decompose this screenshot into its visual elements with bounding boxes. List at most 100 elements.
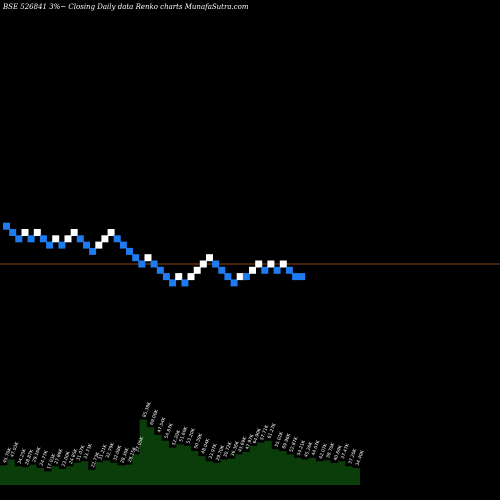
renko-brick-up — [236, 273, 244, 281]
volume-area — [0, 419, 360, 485]
renko-brick-up — [101, 235, 109, 243]
renko-brick-down — [285, 266, 293, 274]
renko-brick-down — [156, 266, 164, 274]
volume-label: 51.69K — [178, 425, 189, 443]
volume-label: 57.71K — [259, 423, 270, 441]
volume-label: 23.00K — [61, 450, 72, 468]
renko-brick-up — [70, 229, 78, 236]
renko-brick-down — [230, 279, 238, 287]
volume-label: 32.79K — [105, 441, 116, 459]
volume-label: 28.87K — [24, 448, 35, 466]
volume-label: 61.27K — [266, 422, 277, 440]
volume-label: 24.77K — [39, 449, 50, 467]
renko-brick-up — [187, 273, 195, 281]
renko-brick-down — [261, 266, 269, 274]
volume-label: 37.05K — [134, 435, 145, 453]
renko-brick-up — [52, 235, 60, 243]
volume-label: 38.70K — [325, 441, 336, 459]
renko-brick-up — [206, 254, 213, 262]
renko-brick-down — [138, 260, 146, 268]
volume-label: 24.85K — [68, 447, 79, 465]
volume-label: 22.73K — [90, 450, 101, 468]
volume-label: 30.72K — [222, 440, 233, 458]
volume-label: 47.54K — [156, 416, 167, 434]
chart-title: BSE 526841 3%~ Closing Daily data Renko … — [3, 3, 249, 11]
volume-label: 28.30K — [119, 446, 130, 464]
renko-brick-down — [9, 229, 17, 236]
volume-label: 45.70K — [2, 446, 13, 464]
renko-brick-up — [193, 266, 201, 274]
volume-label: 64.90K — [252, 427, 263, 445]
renko-brick-down — [292, 273, 300, 281]
volume-label: 42.07K — [318, 442, 329, 460]
volume-label: 31.21K — [97, 443, 108, 461]
volume-label: 52.20K — [171, 428, 182, 446]
volume-label: 53.20K — [186, 427, 197, 445]
volume-label: 17.03K — [46, 452, 57, 470]
renko-brick-down — [58, 241, 66, 249]
volume-label: 47.03K — [9, 440, 20, 458]
renko-brick-up — [64, 235, 72, 243]
renko-brick-up — [279, 260, 287, 268]
renko-brick-down — [76, 235, 84, 243]
volume-label: 47.97K — [244, 433, 255, 451]
renko-brick-down — [150, 260, 158, 268]
volume-label: 44.07K — [310, 439, 321, 457]
volume-label: 40.69K — [333, 444, 344, 462]
volume-label: 34.25K — [17, 447, 28, 465]
renko-brick-down — [212, 260, 220, 268]
renko-brick-down — [83, 241, 90, 249]
renko-brick-down — [132, 254, 140, 262]
volume-label: 54.87K — [164, 422, 175, 440]
renko-brick-down — [162, 273, 170, 281]
volume-label: 36.36K — [230, 439, 241, 457]
renko-brick-up — [21, 229, 29, 236]
renko-brick-up — [249, 266, 256, 274]
renko-brick-down — [113, 235, 121, 243]
volume-label: 28.15K — [127, 445, 138, 463]
volume-label: 52.87K — [288, 435, 299, 453]
renko-brick-down — [242, 273, 250, 281]
renko-brick-down — [89, 247, 97, 255]
volume-label: 27.86K — [53, 447, 64, 465]
volume-label: 45.26K — [303, 440, 314, 458]
volume-label: 69.96K — [281, 432, 292, 450]
renko-brick-down — [27, 235, 35, 243]
renko-brick-down — [15, 235, 23, 243]
volume-label: 69.00K — [149, 408, 160, 426]
volume-label: 54.21K — [296, 439, 307, 457]
renko-brick-down — [224, 273, 232, 281]
renko-brick-up — [33, 229, 41, 236]
renko-brick-down — [169, 279, 177, 287]
volume-label: 29.16K — [31, 445, 42, 463]
volume-label: 33.73K — [83, 442, 94, 460]
renko-brick-down — [126, 247, 133, 255]
volume-label: 34.40K — [355, 449, 366, 467]
volume-label: 55.02K — [274, 430, 285, 448]
volume-label: 37.20K — [347, 447, 358, 465]
renko-brick-up — [144, 254, 152, 262]
renko-brick-down — [46, 241, 54, 249]
volume-label: 32.08K — [112, 444, 123, 462]
renko-brick-up — [107, 229, 115, 236]
brick-series — [3, 222, 306, 287]
renko-brick-up — [175, 273, 183, 281]
volume-label: 33.97K — [208, 442, 219, 460]
renko-brick-up — [267, 260, 275, 268]
renko-brick-down — [273, 266, 281, 274]
volume-label: 43.69K — [237, 435, 248, 453]
volume-label: 48.04K — [200, 437, 211, 455]
volume-label: 50.39K — [193, 432, 204, 450]
renko-brick-down — [39, 235, 47, 243]
volume-label: 31.07K — [75, 444, 86, 462]
renko-brick-up — [95, 241, 103, 249]
volume-label: 37.47K — [340, 442, 351, 460]
volume-area-path — [0, 419, 360, 485]
volume-label: 29.70K — [215, 444, 226, 462]
renko-brick-up — [199, 260, 207, 268]
renko-brick-down — [3, 222, 10, 230]
renko-brick-down — [218, 266, 226, 274]
renko-brick-down — [298, 273, 306, 281]
volume-label: 85.38K — [142, 400, 153, 418]
